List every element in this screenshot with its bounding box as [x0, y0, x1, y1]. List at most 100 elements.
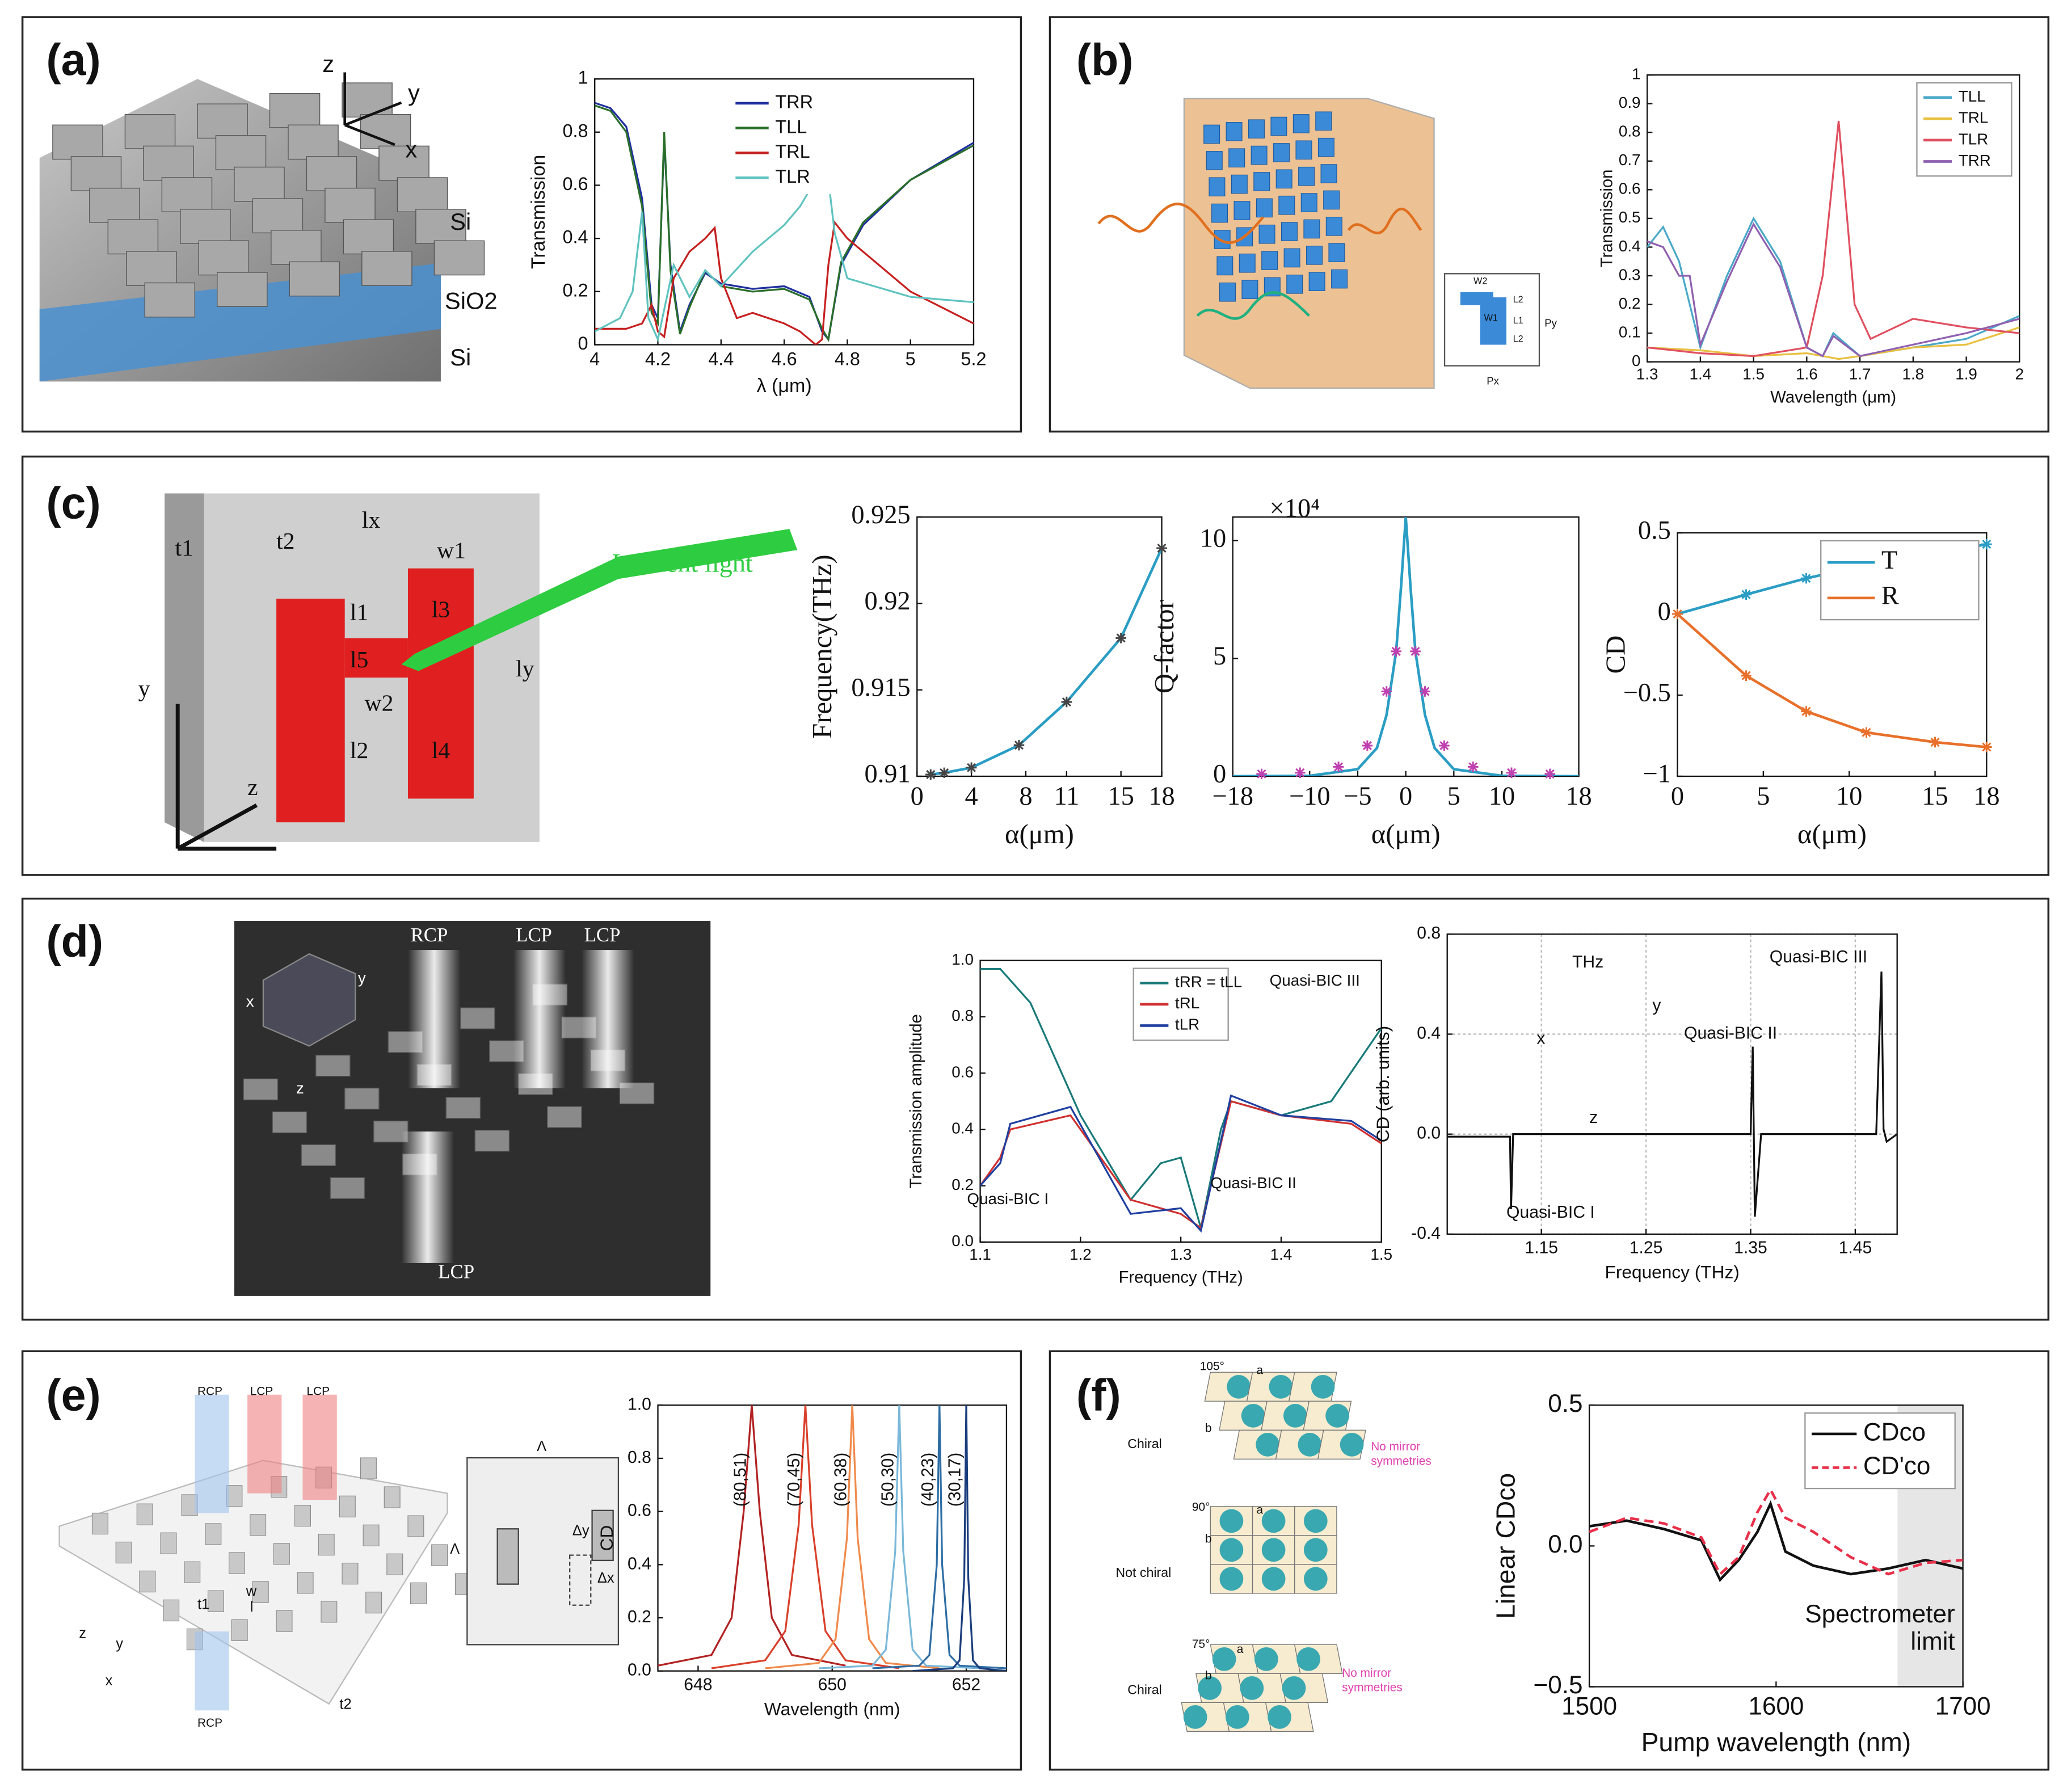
marker — [1741, 589, 1752, 600]
pillar — [234, 166, 285, 202]
x-tick-label: 1.45 — [1839, 1238, 1872, 1257]
panel-frames — [21, 16, 2050, 1771]
diagram-c: (c) t1 lx t2 w1 l1 l3 l5 w2 l2 l4 ly y z… — [46, 478, 798, 851]
marker — [1156, 542, 1167, 554]
unit — [1239, 253, 1256, 273]
pillar-top — [591, 1509, 614, 1562]
unit — [1317, 137, 1334, 157]
unit-array — [1203, 111, 1348, 302]
lattice-label: b — [1205, 1532, 1212, 1545]
legend-label: CDco — [1863, 1419, 1926, 1446]
plot — [1447, 971, 1897, 1217]
particle — [1261, 1509, 1286, 1533]
legend-label: R — [1881, 581, 1899, 610]
x-tick-label: 4 — [965, 782, 978, 811]
particle — [1298, 1433, 1322, 1457]
y-axis-label: Transmission — [1598, 170, 1616, 268]
marker — [1256, 768, 1267, 780]
series-line — [765, 1405, 940, 1669]
marker — [1801, 706, 1812, 717]
note: No mirror — [1342, 1667, 1391, 1680]
dim-label: Λ — [537, 1438, 546, 1454]
legend-label: T — [1881, 546, 1897, 575]
series-line — [1647, 120, 2020, 357]
unit — [1281, 222, 1298, 241]
pillar — [252, 198, 304, 234]
unit — [1209, 177, 1226, 197]
x-tick-label: 4.8 — [835, 349, 860, 369]
pillar — [384, 1486, 401, 1508]
peak-label: (40,23) — [919, 1453, 937, 1507]
unit — [1203, 124, 1220, 144]
panel-label: (e) — [46, 1370, 100, 1420]
unit — [1292, 114, 1310, 133]
pillar-ref — [569, 1554, 592, 1606]
x-tick-label: 1500 — [1561, 1693, 1617, 1721]
marker — [1420, 686, 1430, 697]
series-line — [1447, 971, 1897, 1217]
beam-label: LCP — [250, 1385, 273, 1398]
legend-label: TLR — [1959, 130, 1989, 148]
marker — [1410, 646, 1421, 657]
dim-label: l5 — [350, 647, 368, 673]
plot — [595, 102, 974, 345]
arrow-label: Incident light — [612, 549, 753, 578]
x-tick-label: 18 — [1148, 782, 1174, 811]
x-tick-label: 1600 — [1748, 1693, 1804, 1721]
lattices — [1181, 1372, 1366, 1732]
y-tick-label: 0.2 — [1619, 295, 1641, 312]
resonator — [272, 1111, 308, 1134]
particle — [1282, 1676, 1306, 1700]
chart: 1.15 1.25 1.35 1.45 -0.4 0.0 0.4 0.8 Quasi-BIC I… — [1372, 924, 1898, 1282]
pillar — [205, 1523, 222, 1545]
dim-label: W2 — [1473, 276, 1487, 286]
pillar — [143, 145, 194, 181]
panel-label: (d) — [46, 916, 103, 966]
legend-label: TLL — [1959, 87, 1986, 105]
annotation: Quasi-BIC III — [1770, 948, 1867, 966]
x-tick-label: 4.6 — [772, 349, 797, 369]
beam — [195, 1394, 229, 1513]
dim-label: L1 — [1513, 316, 1523, 326]
diagram-d: (d) RCP LCP LCP LCP x y z — [46, 916, 711, 1296]
x-axis-label: Frequency (THz) — [1605, 1262, 1740, 1282]
particle — [1226, 1705, 1249, 1729]
dim-label: l4 — [432, 738, 451, 764]
x-tick-label: 652 — [952, 1675, 980, 1694]
y-axis-label: Q-factor — [1149, 600, 1180, 693]
marker — [1981, 742, 1992, 752]
dim-label: l3 — [432, 597, 450, 623]
unit — [1308, 272, 1325, 292]
x-tick-label: 5 — [1757, 782, 1770, 811]
pillar — [276, 1610, 293, 1632]
peak-label: (50,30) — [878, 1453, 897, 1507]
row-label: Chiral — [1127, 1682, 1162, 1697]
axis-name: z — [247, 775, 258, 801]
x-axis-label: α(μm) — [1797, 819, 1867, 849]
wave — [1347, 208, 1422, 234]
marker — [1061, 696, 1072, 708]
legend-label: TLL — [775, 116, 807, 137]
beam-label: RCP — [411, 924, 448, 946]
y-axis-label: Frequency(THz) — [807, 554, 837, 738]
dim-label: w2 — [364, 690, 393, 716]
pillar — [139, 1570, 156, 1593]
y-tick-label: −1 — [1643, 760, 1671, 789]
particle — [1254, 1647, 1278, 1671]
y-tick-label: 0 — [578, 333, 588, 354]
peak-label: (30,17) — [945, 1453, 964, 1507]
y-tick-label: 0.0 — [951, 1232, 974, 1250]
pillar — [89, 187, 140, 223]
x-tick-label: 18 — [1565, 782, 1592, 811]
diagram-e: (e) RCP LCP LCP RCP z y x w l t1 t2 Λ Λ … — [46, 1370, 620, 1730]
pillar — [250, 1514, 267, 1536]
beam — [401, 1131, 454, 1263]
y-tick-label: 0.915 — [851, 673, 910, 702]
plot-frame — [657, 1404, 1008, 1672]
legend-box — [729, 87, 840, 195]
x-tick-label: 10 — [1489, 782, 1515, 811]
plot — [1232, 517, 1579, 777]
unit — [1226, 122, 1243, 141]
unit — [1258, 224, 1275, 244]
y-tick-label: 1.0 — [951, 950, 974, 968]
